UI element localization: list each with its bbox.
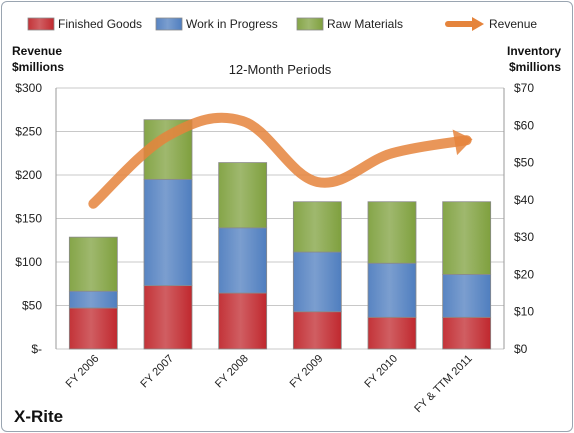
left-tick-label: $250: [15, 125, 42, 139]
bar-segment: [292, 201, 342, 253]
bar-segment: [143, 285, 193, 350]
bar-segment: [218, 227, 268, 294]
bar-segment: [292, 311, 342, 350]
legend-label: Work in Progress: [186, 17, 278, 31]
legend-arrow-icon: [472, 17, 484, 31]
right-axis-unit-label: $millions: [509, 60, 561, 74]
left-axis-label: Revenue: [12, 44, 62, 58]
right-tick-label: $50: [514, 156, 534, 170]
bar-segment: [292, 251, 342, 313]
bar-segment: [218, 162, 268, 229]
category-label: FY 2006: [64, 353, 102, 391]
right-tick-label: $70: [514, 81, 534, 95]
bar-segment: [442, 274, 492, 318]
right-tick-label: $60: [514, 118, 534, 132]
bar-segment: [68, 290, 118, 309]
legend-label: Raw Materials: [327, 17, 403, 31]
revenue-arrowhead: [452, 129, 473, 156]
legend-swatch: [296, 17, 324, 31]
bar-segment: [367, 201, 417, 264]
right-tick-label: $10: [514, 305, 534, 319]
bar-segment: [68, 307, 118, 350]
chart-title: 12-Month Periods: [229, 62, 332, 77]
bar-segment: [143, 178, 193, 287]
bar-segment: [442, 316, 492, 350]
right-tick-label: $40: [514, 193, 534, 207]
legend-label: Finished Goods: [58, 17, 142, 31]
category-label: FY 2009: [288, 353, 326, 391]
bar-segment: [442, 201, 492, 275]
bar-segment: [68, 236, 118, 292]
left-tick-label: $-: [31, 342, 42, 356]
legend-swatch: [27, 17, 55, 31]
left-tick-label: $150: [15, 212, 42, 226]
category-label: FY 2010: [362, 353, 400, 391]
left-axis-unit-label: $millions: [12, 60, 64, 74]
legend-label: Revenue: [489, 17, 537, 31]
revenue-line: [88, 112, 472, 209]
bar-segment: [367, 316, 417, 350]
legend-swatch: [155, 17, 183, 31]
right-tick-label: $0: [514, 342, 528, 356]
left-tick-label: $50: [22, 299, 42, 313]
bar-segment: [218, 292, 268, 350]
left-tick-label: $200: [15, 168, 42, 182]
company-name: X-Rite: [14, 407, 63, 426]
category-label: FY 2007: [138, 353, 176, 391]
right-tick-label: $20: [514, 267, 534, 281]
category-label: FY 2008: [213, 353, 251, 391]
left-tick-label: $100: [15, 255, 42, 269]
right-axis-label: Inventory: [507, 44, 561, 58]
left-tick-label: $300: [15, 81, 42, 95]
category-label: FY & TTM 2011: [412, 353, 475, 416]
right-tick-label: $30: [514, 230, 534, 244]
bar-segment: [367, 262, 417, 318]
